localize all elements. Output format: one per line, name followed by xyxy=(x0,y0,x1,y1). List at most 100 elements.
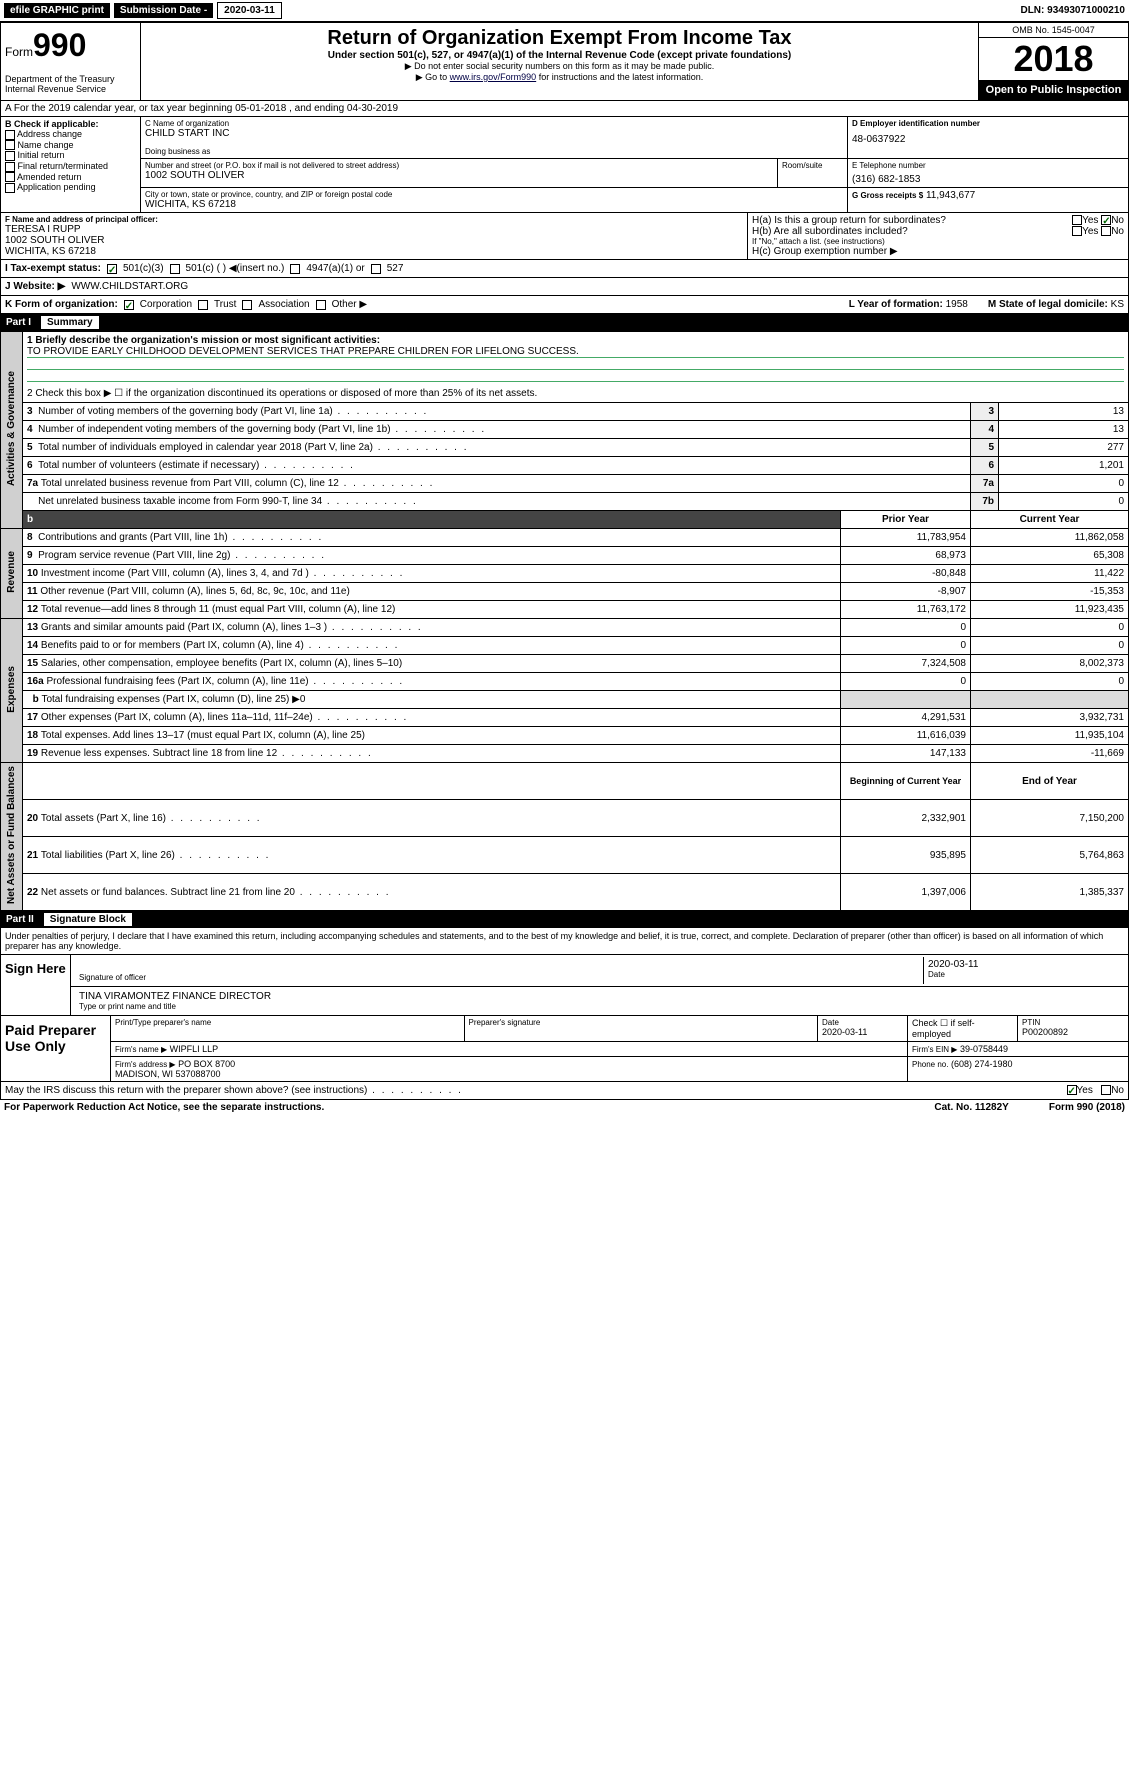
eoy-header: End of Year xyxy=(971,763,1129,800)
check-4947[interactable] xyxy=(290,264,300,274)
sidebar-revenue: Revenue xyxy=(6,551,17,593)
col-b-title: B Check if applicable: xyxy=(5,119,136,129)
prep-date: 2020-03-11 xyxy=(822,1027,903,1037)
exp-row: 16a Professional fundraising fees (Part … xyxy=(1,673,1129,691)
exp-row: b Total fundraising expenses (Part IX, c… xyxy=(1,691,1129,709)
gov-row: Net unrelated business taxable income fr… xyxy=(1,493,1129,511)
gov-row: 3 Number of voting members of the govern… xyxy=(1,403,1129,421)
state-domicile: KS xyxy=(1111,299,1124,310)
section-f-h: F Name and address of principal officer:… xyxy=(0,213,1129,260)
exp-row: 18 Total expenses. Add lines 13–17 (must… xyxy=(1,727,1129,745)
check-trust[interactable] xyxy=(198,300,208,310)
net-row: 20 Total assets (Part X, line 16)2,332,9… xyxy=(1,800,1129,837)
check-association[interactable] xyxy=(242,300,252,310)
check-final-return[interactable]: Final return/terminated xyxy=(5,161,136,172)
gross-receipts-value: 11,943,677 xyxy=(926,190,975,201)
gov-row: 5 Total number of individuals employed i… xyxy=(1,439,1129,457)
firm-addr-label: Firm's address ▶ xyxy=(115,1060,176,1069)
gov-row: 6 Total number of volunteers (estimate i… xyxy=(1,457,1129,475)
org-name: CHILD START INC xyxy=(145,128,843,139)
form-number: Form990 xyxy=(5,27,136,64)
perjury-declaration: Under penalties of perjury, I declare th… xyxy=(1,928,1128,954)
submission-date: 2020-03-11 xyxy=(217,2,282,19)
officer-label: F Name and address of principal officer: xyxy=(5,215,743,224)
check-initial-return[interactable]: Initial return xyxy=(5,150,136,161)
firm-ein-label: Firm's EIN ▶ xyxy=(912,1045,957,1054)
sidebar-expenses: Expenses xyxy=(6,666,17,713)
rev-row: 12 Total revenue—add lines 8 through 11 … xyxy=(1,601,1129,619)
street-value: 1002 SOUTH OLIVER xyxy=(145,170,773,181)
form-header: Form990 Department of the Treasury Inter… xyxy=(0,22,1129,101)
efile-label[interactable]: efile GRAPHIC print xyxy=(4,3,110,18)
part1-header: Part I Summary xyxy=(0,314,1129,331)
row-j-website: J Website: ▶ WWW.CHILDSTART.ORG xyxy=(0,278,1129,296)
irs-link[interactable]: www.irs.gov/Form990 xyxy=(450,72,537,82)
sidebar-netassets: Net Assets or Fund Balances xyxy=(6,766,17,904)
rev-row: 9 Program service revenue (Part VIII, li… xyxy=(1,547,1129,565)
sidebar-governance: Activities & Governance xyxy=(6,371,17,486)
line1-label: 1 Briefly describe the organization's mi… xyxy=(27,335,1124,346)
part2-header: Part II Signature Block xyxy=(0,911,1129,928)
date-label: Date xyxy=(928,970,1120,979)
boy-header: Beginning of Current Year xyxy=(841,763,971,800)
check-corporation[interactable] xyxy=(124,300,134,310)
discuss-no[interactable] xyxy=(1101,1085,1111,1095)
discuss-yes[interactable] xyxy=(1067,1085,1077,1095)
net-row: 22 Net assets or fund balances. Subtract… xyxy=(1,874,1129,911)
sign-here-label: Sign Here xyxy=(1,955,71,1015)
summary-table: Activities & Governance 1 Briefly descri… xyxy=(0,331,1129,911)
phone-value: (316) 682-1853 xyxy=(852,174,1124,185)
check-address-change[interactable]: Address change xyxy=(5,129,136,140)
signature-section: Under penalties of perjury, I declare th… xyxy=(0,928,1129,1082)
form-ref: Form 990 (2018) xyxy=(1049,1102,1125,1113)
check-amended-return[interactable]: Amended return xyxy=(5,172,136,183)
footer-line: For Paperwork Reduction Act Notice, see … xyxy=(0,1100,1129,1115)
firm-phone-label: Phone no. xyxy=(912,1060,948,1069)
dba-label: Doing business as xyxy=(145,147,843,156)
prep-date-label: Date xyxy=(822,1018,903,1027)
row-a-tax-year: A For the 2019 calendar year, or tax yea… xyxy=(0,101,1129,117)
omb-number: OMB No. 1545-0047 xyxy=(979,23,1128,38)
sig-officer-label: Signature of officer xyxy=(79,973,919,982)
col-b-checkboxes: B Check if applicable: Address change Na… xyxy=(1,117,141,212)
year-formation: 1958 xyxy=(946,299,968,310)
officer-name: TERESA I RUPP xyxy=(5,224,743,235)
form-title: Return of Organization Exempt From Incom… xyxy=(145,27,974,50)
check-501c[interactable] xyxy=(170,264,180,274)
check-name-change[interactable]: Name change xyxy=(5,140,136,151)
rev-row: 10 Investment income (Part VIII, column … xyxy=(1,565,1129,583)
firm-name-label: Firm's name ▶ xyxy=(115,1045,167,1054)
exp-row: 19 Revenue less expenses. Subtract line … xyxy=(1,745,1129,763)
check-application-pending[interactable]: Application pending xyxy=(5,182,136,193)
city-value: WICHITA, KS 67218 xyxy=(145,199,843,210)
officer-street: 1002 SOUTH OLIVER xyxy=(5,235,743,246)
row-k-form-org: K Form of organization: Corporation Trus… xyxy=(0,296,1129,314)
discuss-row: May the IRS discuss this return with the… xyxy=(0,1082,1129,1100)
officer-printed-name: TINA VIRAMONTEZ FINANCE DIRECTOR xyxy=(79,991,1120,1002)
firm-name: WIPFLI LLP xyxy=(170,1044,219,1054)
rev-row: 11 Other revenue (Part VIII, column (A),… xyxy=(1,583,1129,601)
form-note1: ▶ Do not enter social security numbers o… xyxy=(145,61,974,72)
check-other[interactable] xyxy=(316,300,326,310)
check-501c3[interactable] xyxy=(107,264,117,274)
gov-row: 7a Total unrelated business revenue from… xyxy=(1,475,1129,493)
net-row: 21 Total liabilities (Part X, line 26)93… xyxy=(1,837,1129,874)
phone-label: E Telephone number xyxy=(852,161,1124,170)
prep-sig-label: Preparer's signature xyxy=(469,1018,814,1027)
ein-label: D Employer identification number xyxy=(852,119,1124,128)
exp-row: 17 Other expenses (Part IX, column (A), … xyxy=(1,709,1129,727)
ptin-value: P00200892 xyxy=(1022,1027,1124,1037)
current-year-header: Current Year xyxy=(971,511,1129,529)
sig-date: 2020-03-11 xyxy=(928,959,1120,970)
cat-no: Cat. No. 11282Y xyxy=(934,1102,1008,1113)
ha-question: H(a) Is this a group return for subordin… xyxy=(752,215,1124,226)
gross-receipts-label: G Gross receipts $ xyxy=(852,191,923,200)
org-name-label: C Name of organization xyxy=(145,119,843,128)
printed-name-label: Type or print name and title xyxy=(79,1002,1120,1011)
open-inspection: Open to Public Inspection xyxy=(979,80,1128,100)
exp-row: 15 Salaries, other compensation, employe… xyxy=(1,655,1129,673)
prep-self-employed[interactable]: Check ☐ if self-employed xyxy=(908,1016,1018,1041)
officer-city: WICHITA, KS 67218 xyxy=(5,246,743,257)
ein-value: 48-0637922 xyxy=(852,134,1124,145)
check-527[interactable] xyxy=(371,264,381,274)
